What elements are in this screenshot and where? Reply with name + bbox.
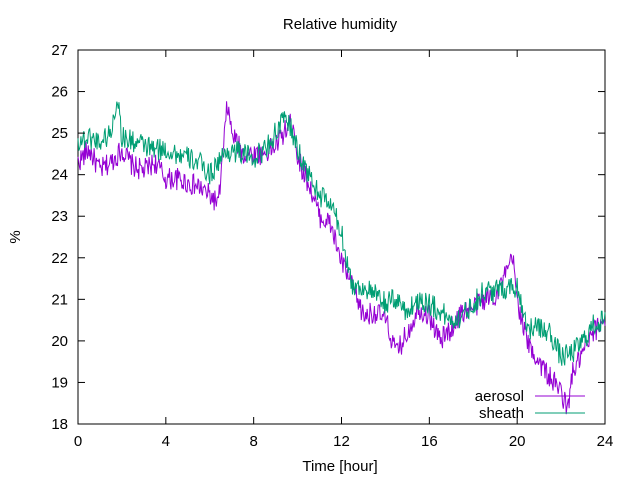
y-tick-label: 27 xyxy=(51,42,68,59)
x-tick-label: 16 xyxy=(421,433,438,450)
y-tick-label: 21 xyxy=(51,291,68,308)
legend-label-sheath: sheath xyxy=(479,405,524,422)
plot-frame xyxy=(77,49,606,425)
y-tick-label: 26 xyxy=(51,84,68,101)
series-line-sheath xyxy=(77,101,606,366)
x-tick-label: 12 xyxy=(333,433,350,450)
x-axis-label: Time [hour] xyxy=(302,458,377,475)
y-tick-label: 22 xyxy=(51,250,68,267)
y-tick-label: 20 xyxy=(51,333,68,350)
y-tick-label: 24 xyxy=(51,167,68,184)
chart-title: Relative humidity xyxy=(283,16,398,33)
legend-label-aerosol: aerosol xyxy=(475,388,524,405)
y-tick-label: 19 xyxy=(51,374,68,391)
x-tick-label: 20 xyxy=(509,433,526,450)
series-layer xyxy=(77,101,606,415)
ticks-layer: 0 4 8 12 16 20 24 18 19 20 21 22 23 24 25 26 27 xyxy=(51,42,613,450)
x-tick-label: 24 xyxy=(597,433,614,450)
y-axis-label: % xyxy=(7,230,24,243)
x-tick-label: 0 xyxy=(74,433,82,450)
x-tick-label: 4 xyxy=(162,433,170,450)
y-tick-label: 25 xyxy=(51,125,68,142)
y-tick-label: 18 xyxy=(51,416,68,433)
series-line-aerosol xyxy=(77,101,606,415)
x-tick-label: 8 xyxy=(249,433,257,450)
y-tick-label: 23 xyxy=(51,208,68,225)
